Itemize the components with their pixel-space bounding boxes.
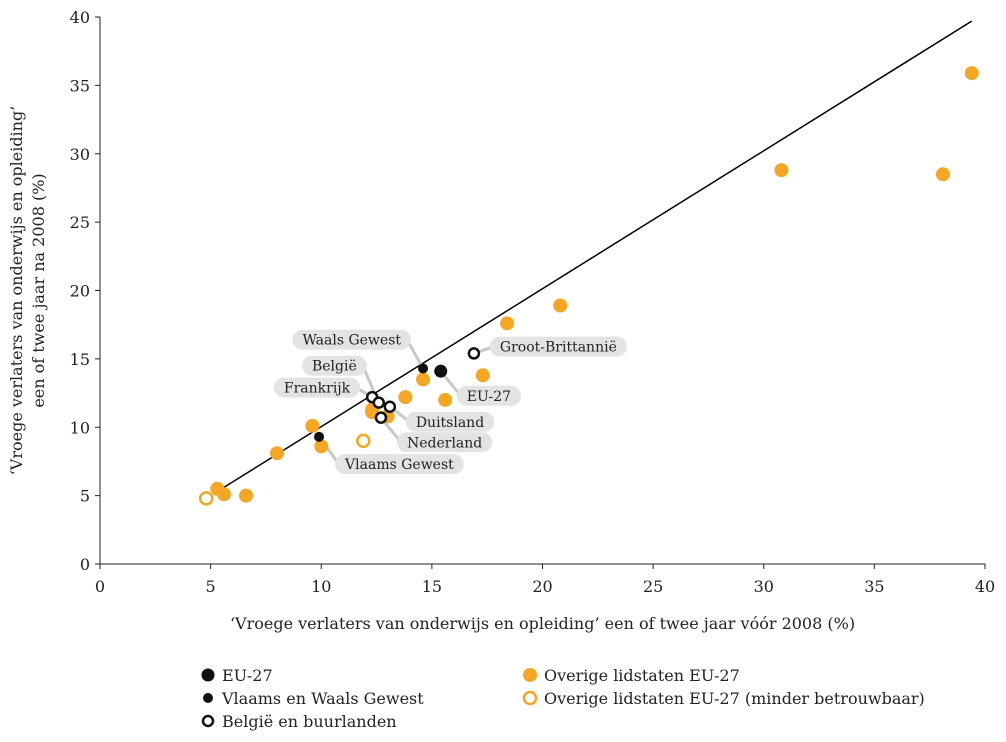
callout-label: EU-27 [467, 389, 511, 405]
reference-line [214, 20, 973, 494]
y-tick-label: 35 [70, 76, 90, 95]
data-point [438, 392, 453, 407]
callout-label-bg [489, 336, 627, 357]
data-point [434, 364, 448, 378]
data-point [964, 66, 979, 81]
data-point [475, 368, 490, 383]
callout-label-bg [405, 411, 495, 432]
legend-label: Overige lidstaten EU-27 [544, 666, 740, 685]
legend-marker [522, 690, 538, 706]
data-point [270, 446, 284, 461]
y-axis-title-line: ‘Vroege verlaters van onderwijs en oplei… [7, 106, 26, 476]
callout-label: Groot-Brittannië [500, 340, 617, 356]
data-point [383, 400, 397, 413]
callout-label-bg [301, 355, 367, 376]
y-tick-label: 20 [70, 282, 90, 301]
callout-label-bg [456, 385, 522, 406]
callout-label: België [312, 359, 357, 375]
data-point [198, 491, 214, 506]
y-tick-label: 5 [80, 487, 90, 506]
legend-marker [523, 668, 537, 682]
legend-label: Overige lidstaten EU-27 (minder betrouwb… [544, 689, 925, 708]
x-tick-label: 0 [95, 577, 105, 596]
legend-marker [203, 693, 213, 703]
data-point [416, 372, 431, 387]
y-axis-title: ‘Vroege verlaters van onderwijs en oplei… [7, 106, 48, 476]
legend-label: Vlaams en Waals Gewest [221, 689, 424, 708]
data-point [774, 163, 789, 178]
data-point [374, 411, 388, 424]
callout-label-bg [396, 432, 493, 453]
callout-label: Waals Gewest [302, 333, 401, 349]
callout-label: Vlaams Gewest [344, 457, 454, 473]
legend-label: België en buurlanden [222, 712, 397, 731]
data-point [418, 363, 429, 374]
callout-label: Frankrijk [284, 381, 351, 397]
callout-label-bg [335, 454, 464, 475]
data-point [239, 488, 254, 503]
legend-marker [201, 714, 215, 728]
data-point [935, 167, 950, 182]
callout-label: Nederland [407, 435, 482, 451]
data-point [398, 390, 413, 405]
data-point [314, 439, 329, 454]
y-tick-label: 0 [80, 555, 90, 574]
y-axis-title-line: een of twee jaar na 2008 (%) [29, 173, 48, 407]
legend-marker [201, 668, 215, 682]
data-point [216, 487, 231, 502]
callout-label-bg [273, 377, 361, 398]
y-tick-label: 10 [70, 418, 90, 437]
x-tick-label: 10 [311, 577, 331, 596]
data-point [314, 431, 325, 442]
data-point [467, 347, 481, 360]
x-tick-label: 15 [422, 577, 442, 596]
x-tick-label: 40 [975, 577, 995, 596]
y-tick-label: 15 [70, 350, 90, 369]
data-point [356, 433, 371, 449]
x-tick-label: 35 [864, 577, 884, 596]
data-point [553, 298, 568, 313]
x-tick-label: 30 [754, 577, 774, 596]
callout-label-bg [292, 329, 412, 350]
data-point [500, 316, 515, 331]
y-tick-label: 25 [70, 213, 90, 232]
data-point [305, 418, 320, 433]
x-tick-label: 25 [643, 577, 663, 596]
legend-label: EU-27 [222, 666, 273, 685]
y-tick-label: 30 [70, 145, 90, 164]
x-tick-label: 5 [206, 577, 216, 596]
x-tick-label: 20 [532, 577, 552, 596]
y-tick-label: 40 [70, 8, 90, 27]
x-axis-title: ‘Vroege verlaters van onderwijs en oplei… [230, 614, 855, 633]
data-point [372, 396, 386, 409]
callout-label: Duitsland [416, 415, 484, 431]
